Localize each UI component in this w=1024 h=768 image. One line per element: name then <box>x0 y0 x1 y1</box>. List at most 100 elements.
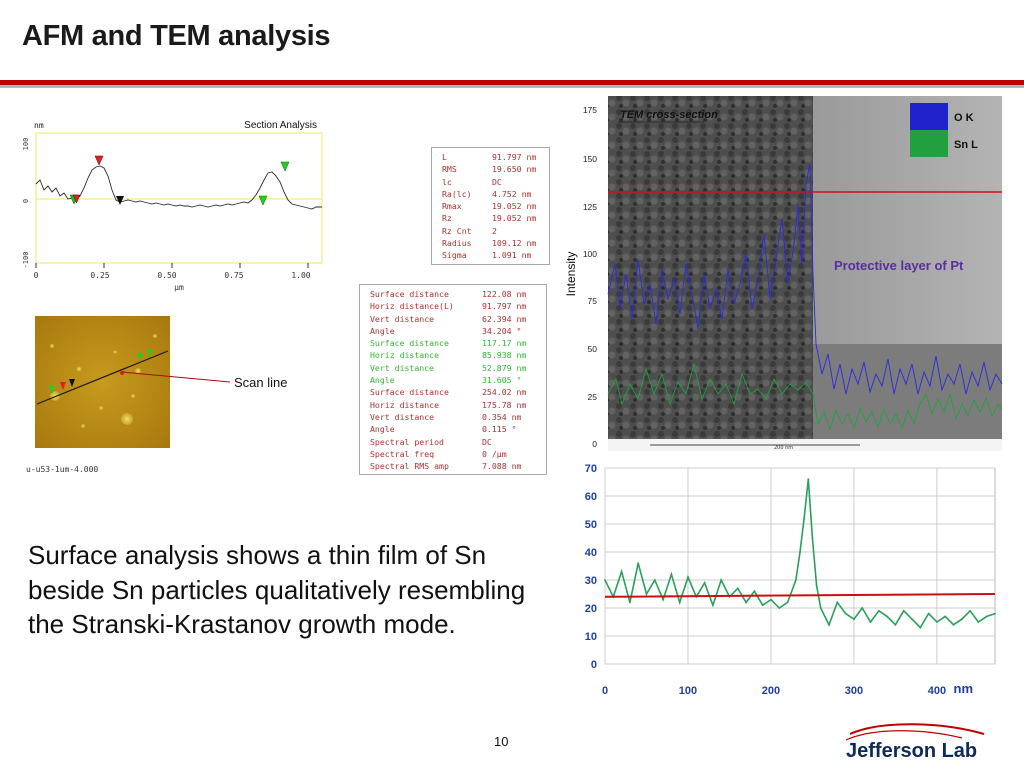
param-name: Rmax <box>442 201 462 212</box>
chart-point <box>853 618 855 621</box>
param-value: 4.752 nm <box>492 188 532 199</box>
chart-point <box>894 623 897 626</box>
param-value: 0.115 ° <box>482 424 517 435</box>
param-row: Rmax 19.052 nm <box>442 200 542 212</box>
chart-point <box>819 607 822 609</box>
chart-point <box>687 576 689 579</box>
param-name: Horiz distance <box>370 399 440 410</box>
afm-profile-line <box>35 165 322 210</box>
param-row: lc DC <box>442 176 542 188</box>
chart-point <box>944 615 947 618</box>
chart-point <box>753 590 756 593</box>
param-name: RMS <box>442 164 457 175</box>
chart-point <box>902 609 905 612</box>
param-name: Rz <box>442 213 452 224</box>
param-name: Ra(lc) <box>442 188 472 199</box>
chart-point <box>836 601 839 604</box>
afm-topography-image <box>35 316 170 448</box>
scan-line-pointer <box>121 371 231 383</box>
tem-y-tick-125: 125 <box>583 202 597 212</box>
param-row: Surface distance 254.02 nm <box>370 386 532 398</box>
param-name: Surface distance <box>370 338 449 349</box>
param-row: Horiz distance 175.78 nm <box>370 399 532 411</box>
param-value: 85.938 nm <box>482 350 527 361</box>
chart-point <box>977 621 980 623</box>
param-name: Spectral freq <box>370 448 435 459</box>
param-row: Sigma 1.091 nm <box>442 249 542 261</box>
chart-y-tick: 50 <box>585 519 597 531</box>
chart-y-tick: 70 <box>585 463 597 475</box>
chart-point <box>861 607 864 609</box>
roughness-params-table: L 91.797 nm RMS 19.650 nm lc DC Ra(lc) 4.752 nm… <box>442 151 542 262</box>
param-value: 91.797 nm <box>492 152 537 162</box>
chart-point <box>803 517 806 520</box>
section-params-box: Surface distance 122.08 nm Horiz distance(… <box>359 284 547 475</box>
chart-point <box>703 581 706 584</box>
chart-point <box>877 609 880 612</box>
tem-cross-section-figure: 200 nm TEM cross-section O K Sn L Protec… <box>564 96 1003 451</box>
param-name: Angle <box>370 424 395 435</box>
param-value: 62.394 nm <box>482 313 527 324</box>
param-value: 7.088 nm <box>482 461 522 472</box>
chart-y-tick: 20 <box>585 603 597 615</box>
chart-x-tick: 0 <box>602 685 608 697</box>
marker-green-right <box>258 195 268 206</box>
tem-y-tick-75: 75 <box>588 296 598 306</box>
legend-label-ok: O K <box>954 112 974 124</box>
param-name: Vert distance <box>370 411 435 422</box>
section-plot-frame <box>35 132 323 264</box>
param-row: Angle 0.115 ° <box>370 423 532 435</box>
tem-y-tick-50: 50 <box>588 344 598 354</box>
scan-line-label: Scan line <box>234 375 288 390</box>
page-number: 10 <box>494 734 509 749</box>
x-tick-050: 0.50 <box>157 271 176 280</box>
chart-point <box>927 612 930 615</box>
param-name: Horiz distance <box>370 350 440 361</box>
marker-black <box>116 196 124 205</box>
chart-point <box>807 478 810 481</box>
chart-series-red-line <box>604 593 996 598</box>
tem-y-tick-25: 25 <box>588 392 598 402</box>
chart-point <box>960 618 963 621</box>
param-row: Surface distance 122.08 nm <box>370 288 532 300</box>
chart-point <box>994 612 996 615</box>
chart-x-tick: 400 <box>928 685 946 697</box>
param-row: Rz 19.052 nm <box>442 212 542 224</box>
param-row: Spectral freq 0 /µm <box>370 448 532 460</box>
chart-point <box>985 615 988 618</box>
x-tick-100: 1.00 <box>291 271 310 280</box>
param-row: Vert distance 0.354 nm <box>370 411 532 423</box>
tem-snl-profile <box>607 363 1003 431</box>
chart-point <box>620 570 623 573</box>
chart-x-tick: 300 <box>845 685 863 697</box>
y-tick-100: 100 <box>22 138 30 151</box>
param-row: Vert distance 62.394 nm <box>370 313 532 325</box>
x-tick-025: 0.25 <box>90 271 109 280</box>
tem-y-ticks: 175 150 125 100 75 50 25 0 <box>583 105 597 449</box>
page-title: AFM and TEM analysis <box>22 20 331 52</box>
chart-point <box>778 607 781 609</box>
chart-point <box>720 579 723 581</box>
param-row: Radius 109.12 nm <box>442 237 542 249</box>
jefferson-lab-logo: Jefferson Lab <box>845 723 985 762</box>
x-tick-0: 0 <box>34 271 39 280</box>
chart-point <box>736 587 739 590</box>
param-value: DC <box>492 176 502 187</box>
param-value: 19.650 nm <box>492 164 537 175</box>
param-value: 117.17 nm <box>482 338 527 349</box>
chart-x-tick: 100 <box>679 685 697 697</box>
y-tick-0: 0 <box>22 199 30 203</box>
section-params-table: Surface distance 122.08 nm Horiz distance(… <box>370 288 532 472</box>
param-value: DC <box>482 436 492 447</box>
afm-image-label: u-u53-1um-4.000 <box>26 465 99 474</box>
param-row: Ra(lc) 4.752 nm <box>442 188 542 200</box>
param-row: Vert distance 52.879 nm <box>370 362 532 374</box>
logo-text: Jefferson Lab <box>846 740 977 762</box>
chart-point <box>745 601 747 604</box>
chart-point <box>678 601 681 604</box>
chart-plot-area <box>604 467 996 665</box>
chart-point <box>844 612 847 615</box>
param-value: 1.091 nm <box>492 250 532 261</box>
chart-point <box>911 618 913 621</box>
chart-point <box>869 621 872 623</box>
